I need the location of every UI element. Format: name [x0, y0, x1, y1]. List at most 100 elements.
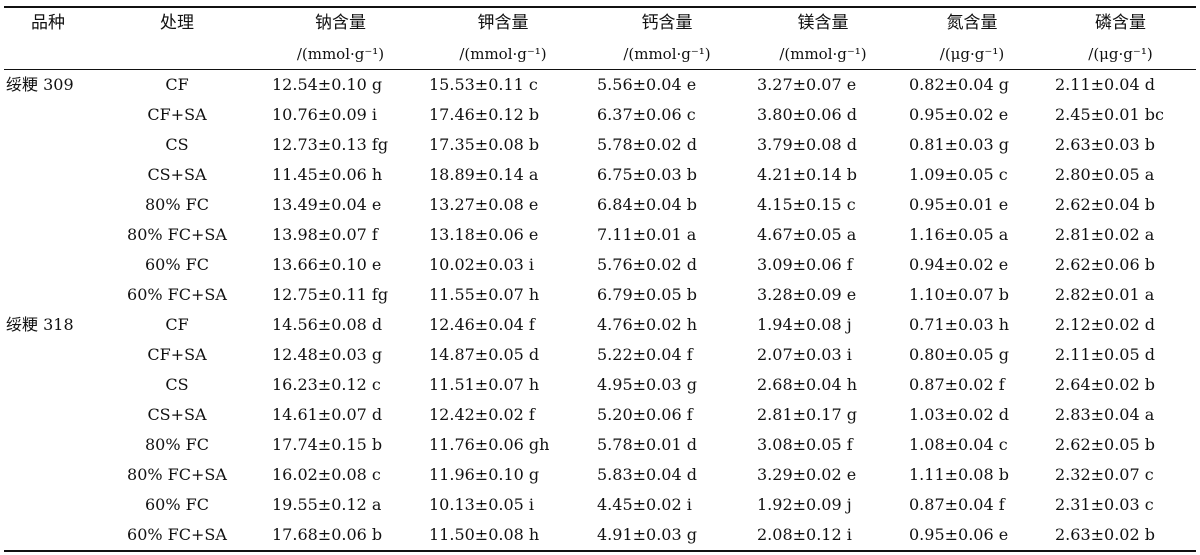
variety-cell	[4, 280, 92, 310]
unit-magnesium: /(mmol·g⁻¹)	[747, 38, 899, 70]
variety-cell	[4, 370, 92, 400]
magnesium-cell: 2.07±0.03 i	[757, 345, 852, 364]
variety-cell: 绥粳 309	[6, 75, 74, 94]
calcium-cell: 5.78±0.01 d	[597, 435, 697, 454]
phosphorus-cell: 2.11±0.05 d	[1055, 345, 1155, 364]
calcium-cell: 5.56±0.04 e	[597, 75, 697, 94]
sodium-cell: 11.45±0.06 h	[272, 165, 383, 184]
calcium-cell: 5.20±0.06 f	[597, 405, 693, 424]
nitrogen-cell: 0.71±0.03 h	[909, 315, 1010, 334]
magnesium-cell: 2.68±0.04 h	[757, 375, 858, 394]
table-row: CS+SA 11.45±0.06 h 18.89±0.14 a 6.75±0.03 b…	[4, 160, 1196, 190]
potassium-cell: 11.51±0.07 h	[429, 375, 540, 394]
header-variety: 品种	[4, 6, 92, 38]
magnesium-cell: 3.27±0.07 e	[757, 75, 857, 94]
treatment-cell: CS	[165, 375, 189, 394]
header-potassium: 钾含量	[419, 6, 587, 38]
variety-cell	[4, 400, 92, 430]
potassium-cell: 14.87±0.05 d	[429, 345, 540, 364]
treatment-cell: CF	[165, 315, 189, 334]
sodium-cell: 14.56±0.08 d	[272, 315, 383, 334]
potassium-cell: 12.42±0.02 f	[429, 405, 535, 424]
potassium-cell: 13.27±0.08 e	[429, 195, 539, 214]
table-row: CF+SA 10.76±0.09 i 17.46±0.12 b 6.37±0.06 c…	[4, 100, 1196, 130]
variety-cell	[4, 490, 92, 520]
calcium-cell: 6.84±0.04 b	[597, 195, 697, 214]
nitrogen-cell: 0.94±0.02 e	[909, 255, 1009, 274]
treatment-cell: CF+SA	[147, 105, 207, 124]
calcium-cell: 4.76±0.02 h	[597, 315, 698, 334]
treatment-cell: CS+SA	[147, 405, 207, 424]
variety-cell	[4, 100, 92, 130]
treatment-cell: 60% FC	[145, 255, 209, 274]
potassium-cell: 17.46±0.12 b	[429, 105, 540, 124]
header-phosphorus: 磷含量	[1045, 6, 1196, 38]
calcium-cell: 7.11±0.01 a	[597, 225, 697, 244]
potassium-cell: 11.55±0.07 h	[429, 285, 540, 304]
nitrogen-cell: 1.11±0.08 b	[909, 465, 1009, 484]
potassium-cell: 10.02±0.03 i	[429, 255, 535, 274]
nitrogen-cell: 1.09±0.05 c	[909, 165, 1008, 184]
unit-phosphorus: /(μg·g⁻¹)	[1045, 38, 1196, 70]
phosphorus-cell: 2.64±0.02 b	[1055, 375, 1155, 394]
table-row: 60% FC+SA 12.75±0.11 fg 11.55±0.07 h 6.79±0…	[4, 280, 1196, 310]
potassium-cell: 10.13±0.05 i	[429, 495, 535, 514]
sodium-cell: 14.61±0.07 d	[272, 405, 383, 424]
phosphorus-cell: 2.63±0.02 b	[1045, 520, 1196, 552]
header-treatment: 处理	[92, 6, 262, 38]
phosphorus-cell: 2.12±0.02 d	[1055, 315, 1155, 334]
magnesium-cell: 2.81±0.17 g	[757, 405, 857, 424]
table-row: 80% FC 13.49±0.04 e 13.27±0.08 e 6.84±0.04 …	[4, 190, 1196, 220]
calcium-cell: 5.78±0.02 d	[597, 135, 697, 154]
table-row: 80% FC+SA 16.02±0.08 c 11.96±0.10 g 5.83±0.…	[4, 460, 1196, 490]
phosphorus-cell: 2.82±0.01 a	[1055, 285, 1155, 304]
table-row: 80% FC+SA 13.98±0.07 f 13.18±0.06 e 7.11±0.…	[4, 220, 1196, 250]
potassium-cell: 11.96±0.10 g	[429, 465, 540, 484]
table-row: CS+SA 14.61±0.07 d 12.42±0.02 f 5.20±0.06 f…	[4, 400, 1196, 430]
header-nitrogen: 氮含量	[899, 6, 1045, 38]
potassium-cell: 11.50±0.08 h	[419, 520, 587, 552]
variety-cell	[4, 130, 92, 160]
magnesium-cell: 4.21±0.14 b	[757, 165, 857, 184]
treatment-cell: 60% FC	[145, 495, 209, 514]
variety-cell	[4, 430, 92, 460]
sodium-cell: 12.48±0.03 g	[272, 345, 383, 364]
treatment-cell: CF+SA	[147, 345, 207, 364]
magnesium-cell: 3.09±0.06 f	[757, 255, 853, 274]
nitrogen-cell: 0.95±0.02 e	[909, 105, 1009, 124]
nitrogen-cell: 0.87±0.04 f	[909, 495, 1005, 514]
potassium-cell: 17.35±0.08 b	[429, 135, 540, 154]
nitrogen-cell: 0.87±0.02 f	[909, 375, 1005, 394]
potassium-cell: 12.46±0.04 f	[429, 315, 535, 334]
variety-cell	[4, 190, 92, 220]
table-header: 品种 处理 钠含量 钾含量 钙含量 镁含量 氮含量 磷含量 /(mmol·g⁻¹…	[4, 6, 1196, 70]
magnesium-cell: 3.29±0.02 e	[757, 465, 857, 484]
calcium-cell: 5.76±0.02 d	[597, 255, 697, 274]
phosphorus-cell: 2.62±0.06 b	[1055, 255, 1155, 274]
data-table: 品种 处理 钠含量 钾含量 钙含量 镁含量 氮含量 磷含量 /(mmol·g⁻¹…	[4, 6, 1196, 552]
sodium-cell: 10.76±0.09 i	[272, 105, 378, 124]
treatment-cell: CS+SA	[147, 165, 207, 184]
nitrogen-cell: 1.16±0.05 a	[909, 225, 1009, 244]
sodium-cell: 17.68±0.06 b	[262, 520, 419, 552]
table-row: 绥粳 309 CF 12.54±0.10 g 15.53±0.11 c 5.56±0.0…	[4, 70, 1196, 101]
nitrogen-cell: 0.95±0.06 e	[899, 520, 1045, 552]
sodium-cell: 12.73±0.13 fg	[272, 135, 389, 154]
treatment-cell: 80% FC+SA	[127, 225, 227, 244]
calcium-cell: 6.37±0.06 c	[597, 105, 696, 124]
phosphorus-cell: 2.63±0.03 b	[1055, 135, 1155, 154]
variety-cell: 绥粳 318	[6, 315, 74, 334]
treatment-cell: 80% FC+SA	[127, 465, 227, 484]
phosphorus-cell: 2.31±0.03 c	[1055, 495, 1154, 514]
table-row: 60% FC+SA 17.68±0.06 b 11.50±0.08 h 4.91±0.…	[4, 520, 1196, 552]
nitrogen-cell: 1.03±0.02 d	[909, 405, 1009, 424]
table-row: CS 12.73±0.13 fg 17.35±0.08 b 5.78±0.02 d 3.…	[4, 130, 1196, 160]
treatment-cell: CF	[165, 75, 189, 94]
treatment-cell: 60% FC+SA	[92, 520, 262, 552]
phosphorus-cell: 2.62±0.05 b	[1055, 435, 1155, 454]
phosphorus-cell: 2.81±0.02 a	[1055, 225, 1155, 244]
sodium-cell: 16.02±0.08 c	[272, 465, 381, 484]
calcium-cell: 4.91±0.03 g	[587, 520, 747, 552]
table-row: CS 16.23±0.12 c 11.51±0.07 h 4.95±0.03 g 2.6…	[4, 370, 1196, 400]
potassium-cell: 13.18±0.06 e	[429, 225, 539, 244]
